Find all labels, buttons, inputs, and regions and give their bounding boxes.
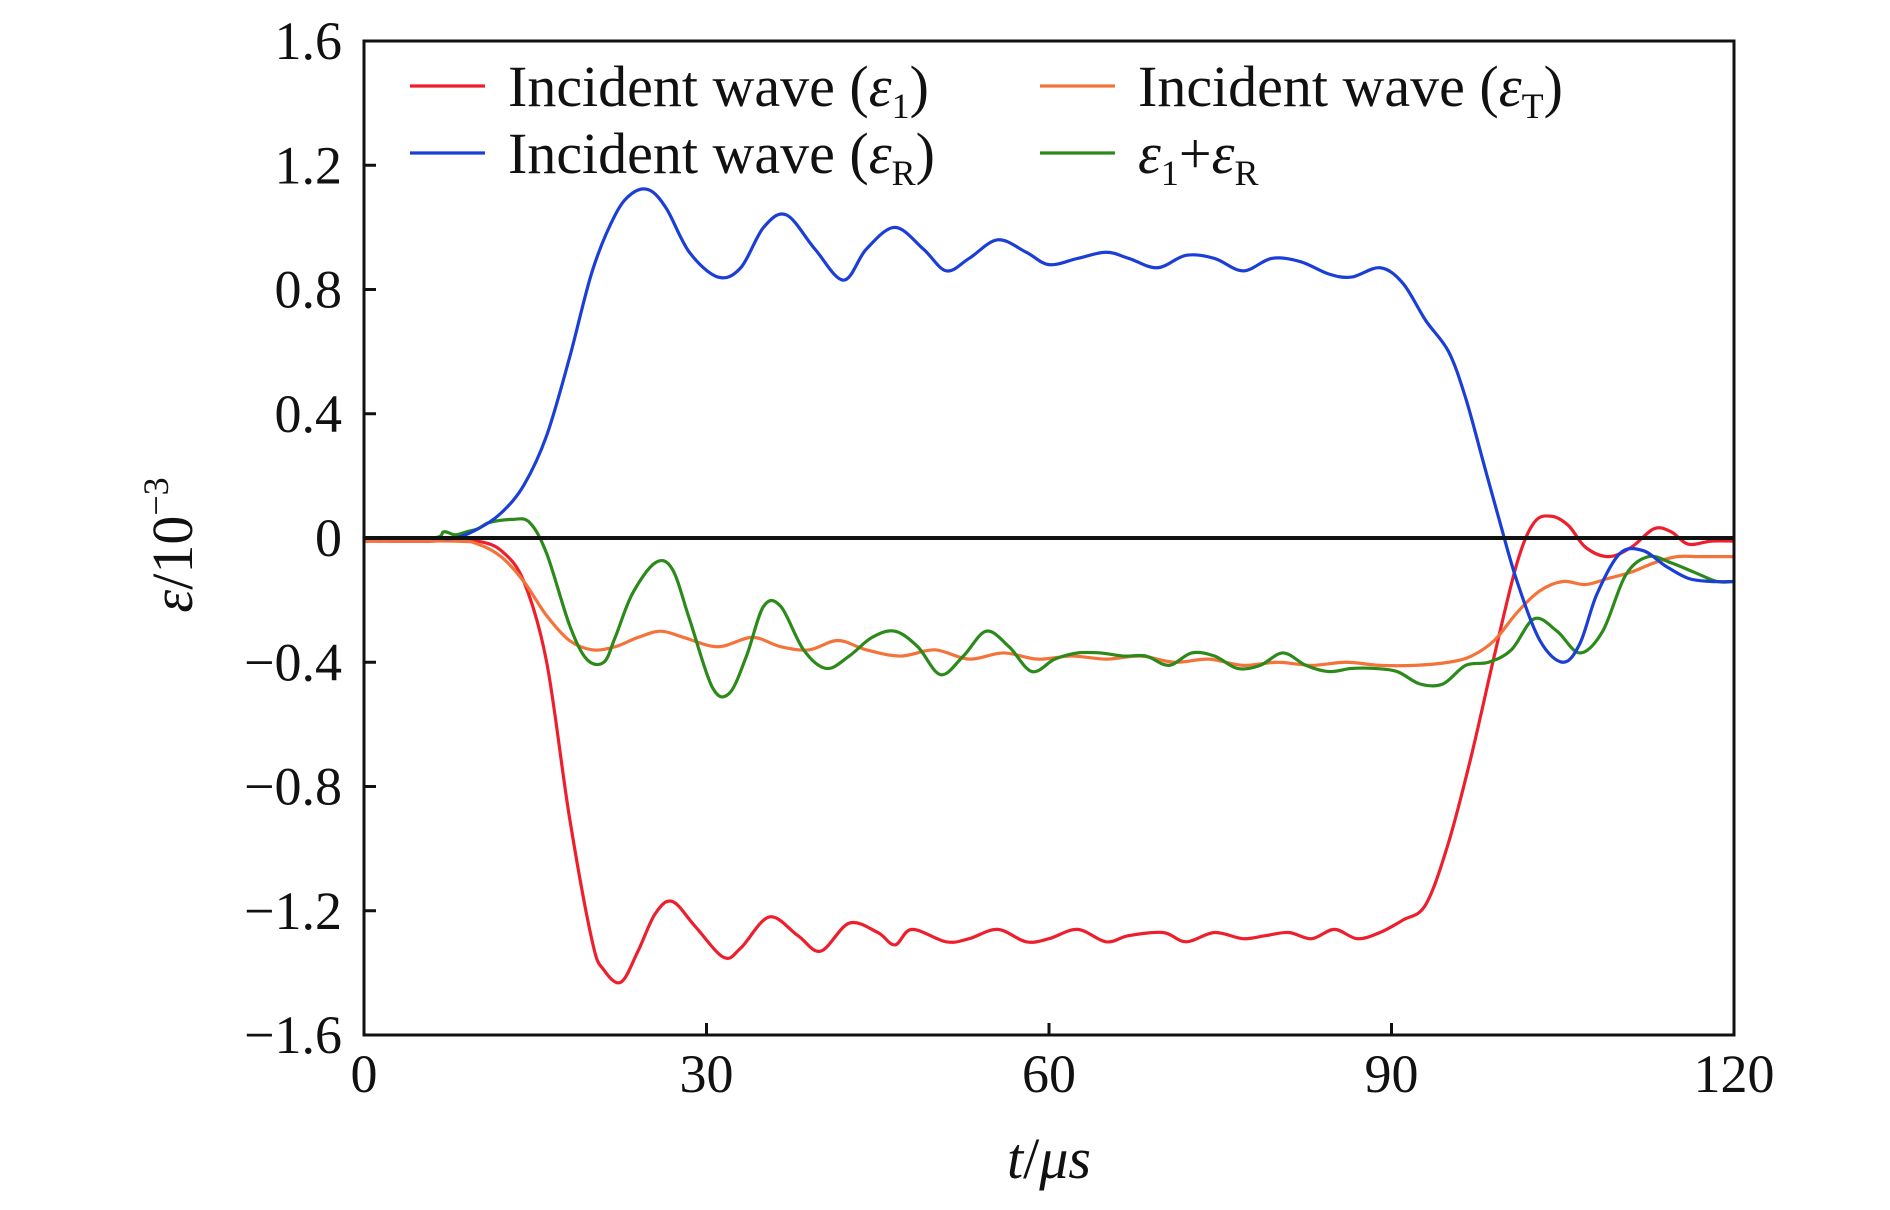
y-axis-variable: ε (140, 590, 205, 613)
y-tick-label: 1.2 (275, 135, 343, 195)
legend-item-4: ε1+εR (1040, 121, 1258, 193)
series-line-3 (362, 539, 1736, 668)
axes-layer (362, 39, 1736, 1037)
ticks-layer: 0 30 60 90 120 −1.6 −1.2 −0.8 −0.4 0 0.4 0.8 1.2 1.6 (244, 11, 1774, 1104)
x-tick-label: 90 (1365, 1044, 1419, 1104)
series-layer (362, 187, 1736, 985)
y-tick-label: 0.8 (275, 260, 343, 320)
legend: Incident wave (ε1) Incident wave (εT) Inci… (410, 54, 1563, 193)
x-tick-label: 60 (1022, 1044, 1076, 1104)
series-line-1 (362, 514, 1736, 985)
y-axis-title-group: ε/10−3 (136, 477, 205, 612)
x-axis-variable: t (1007, 1126, 1025, 1191)
y-tick-label: −0.8 (244, 757, 342, 817)
y-tick-label: 1.6 (275, 11, 343, 71)
y-axis-base: 10 (140, 516, 205, 574)
legend-label: Incident wave (ε1) (508, 54, 929, 126)
y-tick-label: 0 (315, 508, 342, 568)
y-tick-label: −1.6 (244, 1005, 342, 1065)
y-tick-label: −1.2 (244, 881, 342, 941)
x-axis-unit: μs (1038, 1126, 1091, 1191)
x-tick-label: 120 (1694, 1044, 1775, 1104)
y-axis-separator: / (140, 573, 205, 590)
x-tick-label: 30 (680, 1044, 734, 1104)
y-axis-title: ε/10−3 (136, 477, 205, 612)
legend-item-1: Incident wave (ε1) (410, 54, 929, 126)
x-tick-label: 0 (351, 1044, 378, 1104)
y-tick-label: 0.4 (275, 384, 343, 444)
y-axis-exponent: −3 (136, 477, 176, 515)
series-line-2 (362, 187, 1736, 664)
series-line-4 (362, 517, 1736, 699)
x-axis-title: t/μs (1007, 1126, 1091, 1191)
legend-label: Incident wave (εR) (508, 121, 935, 193)
legend-item-3: Incident wave (εR) (410, 121, 935, 193)
legend-label: Incident wave (εT) (1138, 54, 1563, 126)
legend-label: ε1+εR (1138, 121, 1258, 193)
y-tick-label: −0.4 (244, 632, 342, 692)
x-axis-separator: / (1023, 1126, 1040, 1191)
legend-item-2: Incident wave (εT) (1040, 54, 1563, 126)
